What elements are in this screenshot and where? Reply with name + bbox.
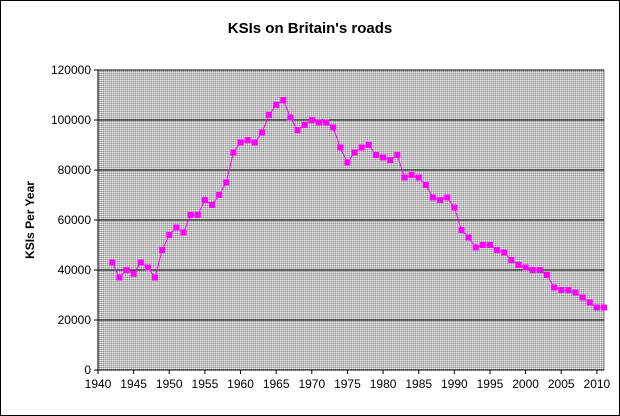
- data-point: [187, 212, 194, 218]
- data-point: [422, 182, 429, 188]
- x-tick-label: 1975: [334, 377, 361, 391]
- data-point: [109, 259, 116, 266]
- x-tick-label: 2010: [584, 377, 611, 391]
- x-tick-label: 2005: [548, 377, 575, 391]
- data-point: [372, 152, 379, 158]
- data-point: [266, 112, 273, 118]
- data-point: [429, 194, 436, 201]
- data-point: [173, 224, 180, 231]
- data-point: [315, 119, 322, 126]
- data-point: [508, 257, 515, 263]
- data-point: [323, 119, 330, 126]
- data-point: [230, 149, 237, 156]
- data-point: [152, 274, 159, 281]
- x-tick-label: 1995: [477, 377, 504, 391]
- data-point: [565, 287, 572, 293]
- data-point: [572, 289, 579, 296]
- data-point: [586, 299, 593, 306]
- data-point: [593, 304, 600, 311]
- data-point: [444, 194, 451, 201]
- data-point: [166, 232, 173, 238]
- data-point: [358, 144, 365, 151]
- data-point: [472, 244, 479, 251]
- data-point: [380, 154, 387, 161]
- chart-title: KSIs on Britain's roads: [228, 20, 392, 37]
- data-point: [408, 172, 415, 178]
- data-point: [401, 174, 408, 181]
- data-point: [330, 124, 337, 131]
- y-tick-label: 0: [84, 363, 91, 377]
- x-tick-label: 1945: [120, 377, 147, 391]
- data-point: [287, 114, 294, 121]
- data-point: [415, 174, 422, 181]
- data-point: [515, 262, 522, 268]
- data-point: [301, 122, 308, 128]
- y-tick-label: 100000: [51, 113, 91, 127]
- data-point: [551, 284, 558, 291]
- data-point: [543, 272, 550, 278]
- data-point: [458, 227, 465, 233]
- data-point: [280, 97, 287, 103]
- data-point: [251, 139, 258, 146]
- data-point: [501, 249, 508, 256]
- x-tick-label: 1960: [227, 377, 254, 391]
- y-tick-label: 20000: [58, 313, 92, 327]
- data-point: [529, 267, 536, 273]
- data-point: [387, 157, 394, 163]
- y-tick-label: 120000: [51, 63, 91, 77]
- data-point: [536, 267, 543, 273]
- x-tick-label: 1965: [263, 377, 290, 391]
- y-tick-label: 80000: [58, 163, 92, 177]
- data-point: [394, 152, 401, 158]
- data-point: [522, 264, 529, 271]
- series-line: [111, 99, 604, 308]
- x-tick-label: 2000: [512, 377, 539, 391]
- data-point: [201, 197, 208, 203]
- x-tick-label: 1970: [298, 377, 325, 391]
- data-point: [451, 204, 458, 211]
- data-point: [351, 149, 358, 156]
- data-point: [137, 259, 144, 266]
- y-axis-label: KSIs Per Year: [23, 181, 37, 259]
- data-point: [123, 267, 130, 273]
- x-tick-label: 1950: [156, 377, 183, 391]
- data-point: [209, 202, 216, 208]
- y-tick-label: 60000: [58, 213, 92, 227]
- data-point: [237, 139, 244, 146]
- data-point: [437, 197, 444, 203]
- data-point: [337, 144, 344, 151]
- y-tick-label: 40000: [58, 263, 92, 277]
- data-point: [244, 137, 251, 143]
- x-tick-label: 1985: [405, 377, 432, 391]
- data-point: [494, 247, 501, 253]
- x-tick-label: 1955: [192, 377, 219, 391]
- x-tick-label: 1980: [370, 377, 397, 391]
- data-point: [308, 117, 315, 123]
- data-point: [180, 229, 187, 236]
- data-point: [258, 129, 265, 136]
- data-point: [223, 179, 230, 186]
- data-point: [558, 287, 565, 293]
- data-point: [144, 264, 151, 271]
- x-tick-label: 1940: [85, 377, 112, 391]
- data-point: [601, 304, 607, 311]
- data-point: [294, 127, 301, 133]
- data-point: [486, 242, 493, 248]
- data-point: [344, 159, 351, 166]
- data-point: [479, 242, 486, 248]
- data-point: [159, 247, 166, 253]
- data-point: [116, 274, 123, 281]
- data-point: [273, 102, 280, 108]
- data-point: [130, 270, 137, 277]
- data-point: [365, 142, 372, 148]
- x-tick-label: 1990: [441, 377, 468, 391]
- data-point: [216, 192, 223, 198]
- data-point: [194, 212, 201, 218]
- data-point: [465, 234, 472, 241]
- data-point: [579, 294, 586, 301]
